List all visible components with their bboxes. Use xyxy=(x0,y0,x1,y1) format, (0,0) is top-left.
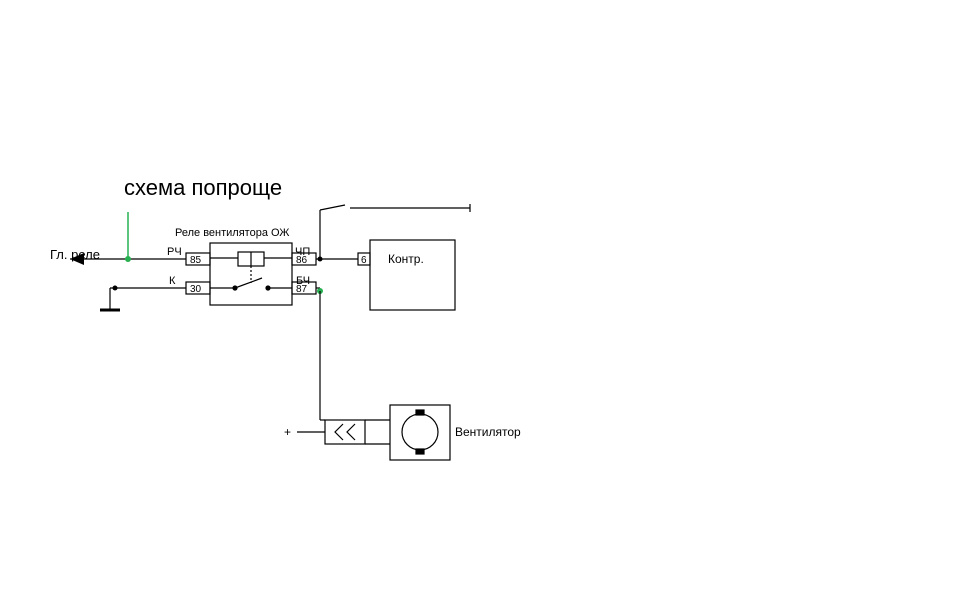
controller-box xyxy=(370,240,455,310)
green-dot-1 xyxy=(125,256,131,262)
motor-brush-top xyxy=(416,410,424,415)
pin-86-text: 86 xyxy=(296,255,308,266)
open-switch-arm xyxy=(320,205,345,210)
pin-6-text: 6 xyxy=(361,255,367,266)
pin-87-text: 87 xyxy=(296,284,308,295)
circuit-diagram: схема попроще Гл. реле Реле вентилятора … xyxy=(0,0,960,607)
pin-30-text: 30 xyxy=(190,284,202,295)
pin-85-text: 85 xyxy=(190,255,202,266)
motor-circle xyxy=(402,414,438,450)
circuit-svg: 85 86 30 87 6 xyxy=(0,0,960,607)
arrow-main-relay xyxy=(70,253,84,265)
node-30 xyxy=(113,286,118,291)
fuse-chevron-1 xyxy=(335,424,343,440)
fuse-box xyxy=(325,420,365,444)
node-86 xyxy=(318,257,323,262)
motor-brush-bot xyxy=(416,449,424,454)
switch-node-r xyxy=(266,286,270,290)
switch-arm xyxy=(235,278,262,288)
fuse-chevron-2 xyxy=(347,424,355,440)
